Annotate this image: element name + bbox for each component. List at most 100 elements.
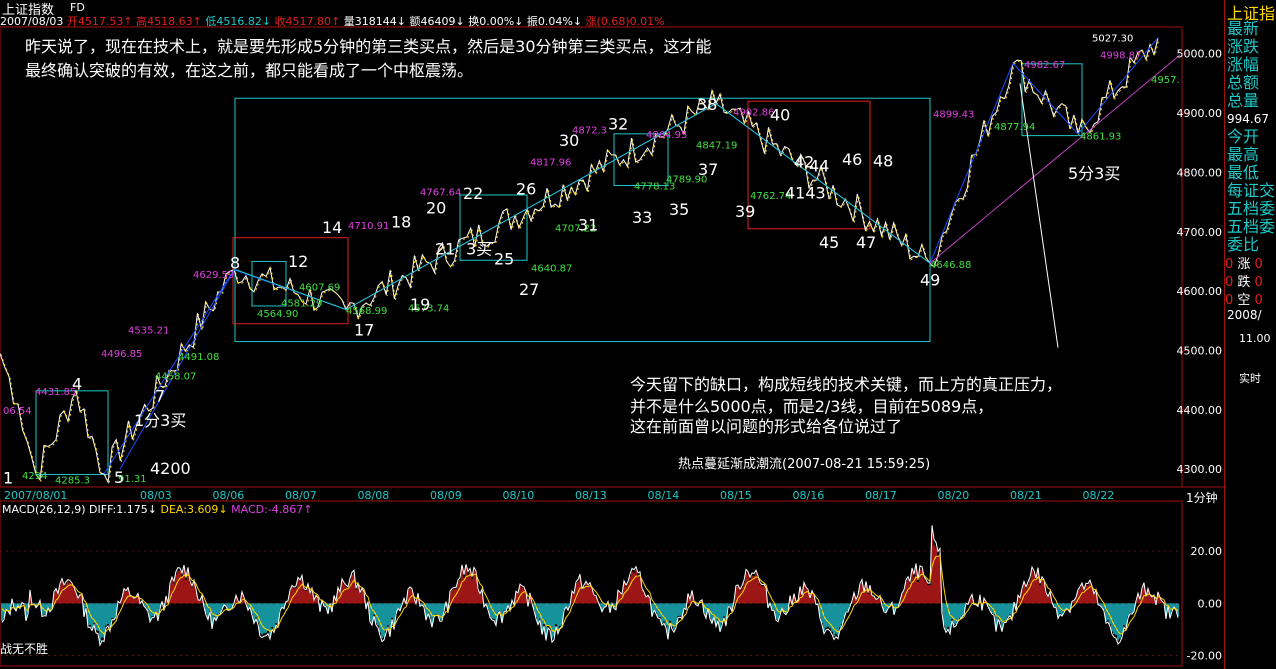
trend-line-2 <box>929 54 1181 264</box>
x-tick-label: 08/20 <box>938 489 970 502</box>
x-tick-label: 08/09 <box>430 489 462 502</box>
zhongshu-box-3 <box>251 260 287 307</box>
count-right: 0 <box>1254 275 1263 290</box>
price-label: 4710.91 <box>348 221 389 232</box>
header-volume: 量318144 <box>343 15 397 28</box>
count-left: 0 <box>1225 257 1234 272</box>
wave-label: 48 <box>873 152 893 171</box>
wave-label: 26 <box>516 179 536 198</box>
y-tick-label: 4500.00 <box>1177 344 1223 357</box>
macd-diff: DIFF:1.175 <box>89 503 148 516</box>
wave-label: 7 <box>155 387 165 406</box>
wave-label: 40 <box>770 105 790 124</box>
right-panel-item-4: 总量 <box>1227 91 1260 110</box>
app-title: 上证指数 <box>2 3 55 18</box>
top-note-line-2: 最终确认突破的有效，在这之前，都只能看成了一个中枢震荡。 <box>25 61 474 80</box>
price-label: 4294 <box>22 471 47 482</box>
wave-label: 38 <box>697 95 717 114</box>
macd-dea: DEA:3.609 <box>160 503 219 516</box>
x-tick-label: 08/17 <box>865 489 897 502</box>
price-label: 4564.90 <box>257 309 298 320</box>
wave-label: 5 <box>114 468 124 487</box>
macd-panel-frame <box>0 500 1183 667</box>
bottom-note-line-3: 这在前面曾以问题的形式给各位说过了 <box>630 417 903 436</box>
wave-label: 4143 <box>785 184 826 203</box>
price-label: 4458.07 <box>155 371 196 382</box>
wave-label: 46 <box>842 150 862 169</box>
trend-line-4 <box>119 270 235 470</box>
period-label[interactable]: 1分钟 <box>1186 491 1218 505</box>
x-tick-label: 08/10 <box>503 489 535 502</box>
price-label: 4431.85 <box>35 387 76 398</box>
right-panel-item2-2: 最低 <box>1227 163 1260 182</box>
signature: 热点蔓延渐成潮流(2007-08-21 15:59:25) <box>678 457 931 472</box>
x-tick-label: 08/16 <box>793 489 825 502</box>
count-label: 空 <box>1233 293 1255 308</box>
y-tick-label: 4300.00 <box>1177 463 1223 476</box>
x-tick-label: 08/06 <box>213 489 245 502</box>
price-label: 4496.85 <box>101 349 142 360</box>
wave-label: 20 <box>426 198 446 217</box>
price-label: 4629.59 <box>193 270 234 281</box>
right-panel: 上证指 最新 涨跌 涨幅 总额 总量 994.67 今开 最高 最低 每证交 五档委 五档委 委比… <box>1224 0 1276 669</box>
right-panel-mode[interactable]: 实时 <box>1239 372 1261 385</box>
wave-label: 27 <box>519 280 539 299</box>
macd-header: MACD(26,12,9) DIFF:1.175↓ DEA:3.609↓ MAC… <box>2 503 313 516</box>
wave-label: 4 <box>72 375 82 394</box>
zhongshu-box-2 <box>232 237 349 325</box>
zhongshu-box-5 <box>613 133 669 186</box>
wave-label: 18 <box>391 213 411 232</box>
right-panel-count-row: 0 跌 0 <box>1225 274 1263 292</box>
wave-label: 33 <box>632 208 652 227</box>
price-label: 4847.19 <box>696 141 737 152</box>
y-tick-label: 5000.00 <box>1177 48 1223 61</box>
zhongshu-box-0 <box>234 97 931 343</box>
x-tick-label: 08/15 <box>720 489 752 502</box>
wave-label: 17 <box>354 321 374 340</box>
count-right: 0 <box>1254 257 1263 272</box>
header-date: 2007/08/03 <box>0 15 64 28</box>
wave-label: 37 <box>698 160 718 179</box>
wave-label: 31 <box>578 216 598 235</box>
trend-line-1 <box>235 102 931 311</box>
wave-label: 22 <box>463 184 483 203</box>
x-tick-label: 08/07 <box>285 489 317 502</box>
buy-label-1min: 1分3买 <box>134 411 187 430</box>
wave-label: 14 <box>322 218 342 237</box>
count-left: 0 <box>1225 293 1234 308</box>
right-panel-tab-3: 委比 <box>1227 235 1260 254</box>
price-label: 4899.43 <box>933 110 974 121</box>
wave-label: 35 <box>669 200 689 219</box>
header-close: 收4517.80 <box>274 15 332 28</box>
x-tick-label: 2007/08/01 <box>4 489 67 502</box>
wave-label: 39 <box>735 202 755 221</box>
right-panel-count-row: 0 涨 0 <box>1225 256 1263 274</box>
wave-label: 1 <box>3 469 13 488</box>
macd-tick-label: 20.00 <box>1191 545 1223 558</box>
right-panel-year: 2008/ <box>1227 308 1262 322</box>
price-label: 4535.21 <box>128 326 169 337</box>
price-label: 4998.87 <box>1100 50 1141 61</box>
macd-dea-line <box>1 554 1179 635</box>
zhongshu-box-1 <box>35 390 109 476</box>
x-tick-label: 08/08 <box>358 489 390 502</box>
price-label: 4640.87 <box>531 263 572 274</box>
right-panel-count-row: 0 空 0 <box>1225 292 1263 310</box>
trend-line-3 <box>1019 83 1059 348</box>
price-line <box>0 37 1159 484</box>
right-panel-tab-0: 每证交 <box>1227 181 1276 200</box>
zhongshu-box-6 <box>747 100 871 230</box>
macd-diff-line <box>1 525 1179 647</box>
price-label: 91.31 <box>118 474 147 485</box>
y-tick-label: 4800.00 <box>1177 166 1223 179</box>
x-tick-label: 08/13 <box>575 489 607 502</box>
price-label: 4872.3 <box>572 126 607 137</box>
macd-tick-label: -20.00 <box>1187 650 1222 663</box>
wave-label: 19 <box>410 295 430 314</box>
right-panel-value: 994.67 <box>1227 112 1269 126</box>
price-label: 4789.90 <box>666 174 707 185</box>
macd-tick-label: 0.00 <box>1198 597 1223 610</box>
right-panel-time: 11.00 <box>1239 332 1271 345</box>
macd-label: MACD(26,12,9) <box>2 503 86 516</box>
